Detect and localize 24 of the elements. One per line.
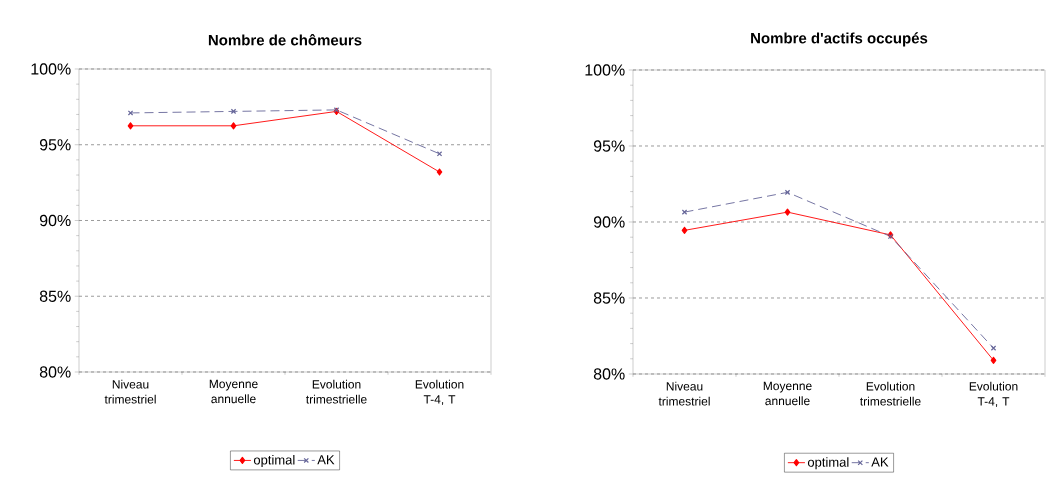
y-tick-label: 90% [39, 214, 71, 227]
x-tick-label: Evolution T-4, T [969, 381, 1018, 408]
x-tick-label: Niveau trimestriel [658, 381, 710, 406]
x-tick-label: Evolution T-4, T [415, 379, 464, 406]
y-tick-label: 100% [31, 63, 71, 75]
legend-label: optimal [807, 457, 849, 470]
y-tick-label: 80% [593, 368, 625, 380]
legend-label: AK [871, 457, 889, 467]
y-tick-label: 100% [585, 64, 625, 76]
y-tick-label: 90% [593, 216, 625, 228]
legend-label: AK [317, 455, 335, 465]
y-tick-label: 85% [39, 290, 71, 302]
y-tick-label: 95% [39, 139, 71, 151]
chart-title: Nombre de chômeurs [208, 34, 362, 46]
y-tick-label: 85% [593, 292, 625, 304]
y-tick-label: 80% [39, 366, 71, 378]
x-tick-label: Moyenne annuelle [763, 381, 812, 406]
y-tick-label: 95% [593, 140, 625, 152]
chart-title: Nombre d'actifs occupés [751, 32, 928, 47]
x-tick-label: Evolution trimestrielle [860, 381, 921, 406]
x-tick-label: Moyenne annuelle [209, 379, 258, 404]
legend-label: optimal [253, 454, 295, 468]
x-tick-label: Niveau trimestriel [104, 379, 156, 404]
x-tick-label: Evolution trimestrielle [306, 379, 367, 404]
